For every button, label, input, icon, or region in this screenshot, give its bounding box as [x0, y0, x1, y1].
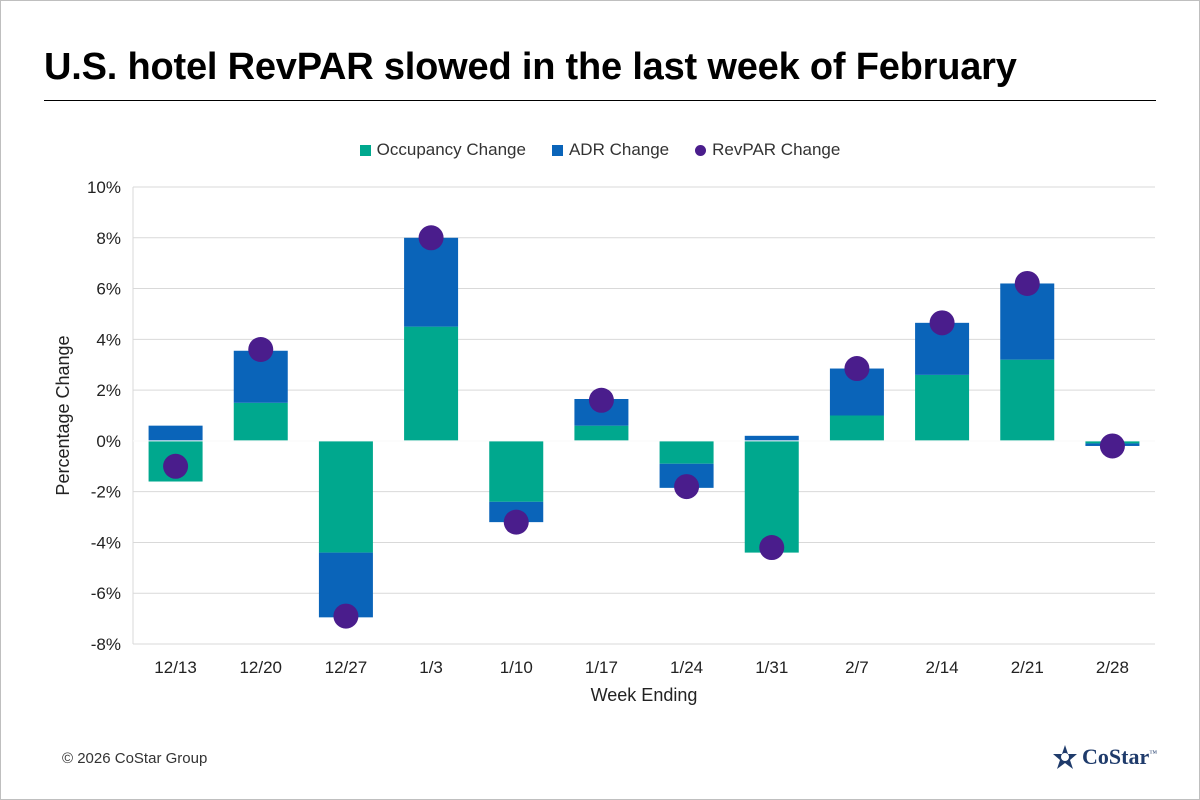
y-tick-labels: -8% -6% -4% -2% 0% 2% 4% 6% 8% 10%	[87, 178, 121, 654]
costar-logo-word: CoStar	[1082, 744, 1150, 769]
adr-bar	[744, 435, 799, 441]
y-tick-label: -4%	[91, 533, 121, 552]
costar-logo-text: CoStar™	[1082, 744, 1157, 770]
y-tick-label: 2%	[96, 381, 121, 400]
adr-bar	[148, 425, 203, 441]
x-tick-labels: 12/13 12/20 12/27 1/3 1/10 1/17 1/24 1/31 2/7 2/1…	[154, 658, 1129, 677]
x-tick-label: 1/24	[670, 658, 703, 677]
x-tick-label: 1/3	[419, 658, 443, 677]
y-tick-label: 10%	[87, 178, 121, 197]
y-tick-label: 8%	[96, 229, 121, 248]
y-tick-label: -6%	[91, 584, 121, 603]
revpar-dot	[248, 336, 274, 362]
costar-star-icon	[1053, 745, 1077, 769]
occupancy-bar	[574, 425, 629, 441]
legend-swatch-revpar	[695, 144, 707, 156]
occupancy-bar	[829, 415, 884, 441]
occupancy-bar	[233, 402, 288, 441]
legend-item-occupancy: Occupancy Change	[359, 140, 526, 160]
adr-bar	[404, 237, 459, 327]
y-tick-label: -8%	[91, 635, 121, 654]
revpar-dot	[588, 387, 614, 413]
x-tick-label: 1/31	[755, 658, 788, 677]
occupancy-bar	[915, 374, 970, 441]
y-axis-title: Percentage Change	[53, 335, 73, 495]
x-tick-label: 2/7	[845, 658, 869, 677]
adr-bar	[1000, 283, 1055, 360]
occupancy-bar	[318, 440, 373, 553]
x-tick-label: 2/21	[1011, 658, 1044, 677]
chart-title: U.S. hotel RevPAR slowed in the last wee…	[44, 46, 1017, 88]
copyright-notice: © 2026 CoStar Group	[62, 750, 208, 767]
costar-logo: CoStar™	[1052, 744, 1157, 770]
legend-swatch-occupancy	[359, 144, 371, 156]
x-tick-label: 2/14	[926, 658, 959, 677]
revpar-dot	[1099, 433, 1125, 459]
title-divider	[44, 100, 1156, 101]
legend-swatch-adr	[551, 144, 563, 156]
y-tick-label: -2%	[91, 483, 121, 502]
occupancy-bar	[489, 440, 544, 502]
revpar-dot	[418, 225, 444, 251]
y-tick-label: 4%	[96, 330, 121, 349]
revpar-dot	[1014, 270, 1040, 296]
x-tick-label: 1/10	[500, 658, 533, 677]
legend-label-revpar: RevPAR Change	[712, 140, 841, 159]
x-tick-label: 12/27	[325, 658, 368, 677]
x-tick-label: 2/28	[1096, 658, 1129, 677]
trademark-mark: ™	[1149, 748, 1158, 758]
revpar-dots-layer	[163, 225, 1125, 629]
x-tick-label: 1/17	[585, 658, 618, 677]
legend: Occupancy Change ADR Change RevPAR Chang…	[0, 140, 1200, 160]
x-axis-title: Week Ending	[591, 685, 698, 705]
x-tick-label: 12/20	[239, 658, 282, 677]
revpar-dot	[503, 509, 529, 535]
occupancy-bar	[744, 440, 799, 553]
revpar-dot	[674, 474, 700, 500]
y-tick-label: 6%	[96, 280, 121, 299]
revpar-dot	[844, 356, 870, 382]
legend-label-occupancy: Occupancy Change	[376, 140, 526, 159]
bars-layer	[148, 237, 1140, 618]
occupancy-bar	[1000, 359, 1055, 441]
occupancy-bar	[404, 326, 459, 441]
x-tick-label: 12/13	[154, 658, 197, 677]
legend-label-adr: ADR Change	[568, 140, 670, 159]
occupancy-bar	[659, 440, 714, 464]
legend-item-adr: ADR Change	[551, 140, 670, 160]
revpar-dot	[163, 453, 189, 479]
y-tick-label: 0%	[96, 432, 121, 451]
legend-item-revpar: RevPAR Change	[695, 140, 840, 160]
revpar-dot	[333, 603, 359, 629]
revpar-dot	[759, 535, 785, 561]
revpar-dot	[929, 310, 955, 336]
